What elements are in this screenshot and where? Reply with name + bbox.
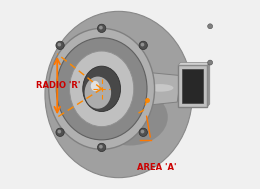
Ellipse shape — [147, 84, 173, 92]
Circle shape — [232, 60, 237, 65]
Ellipse shape — [83, 66, 121, 112]
Circle shape — [98, 143, 106, 152]
Ellipse shape — [92, 89, 168, 146]
Ellipse shape — [91, 81, 99, 91]
Circle shape — [208, 24, 213, 29]
Ellipse shape — [45, 11, 192, 178]
Circle shape — [141, 43, 144, 46]
Circle shape — [56, 41, 64, 50]
Ellipse shape — [85, 77, 111, 109]
Ellipse shape — [78, 70, 106, 93]
Text: AREA 'A': AREA 'A' — [137, 163, 176, 172]
Circle shape — [57, 130, 61, 133]
Circle shape — [99, 145, 103, 149]
Circle shape — [232, 24, 237, 29]
Bar — [182, 69, 203, 103]
Circle shape — [98, 24, 106, 33]
Circle shape — [208, 60, 213, 65]
Ellipse shape — [49, 28, 154, 149]
Ellipse shape — [65, 38, 150, 113]
Circle shape — [56, 128, 64, 136]
Polygon shape — [138, 72, 181, 106]
Circle shape — [57, 43, 61, 46]
Circle shape — [139, 128, 147, 136]
Circle shape — [99, 26, 103, 29]
Circle shape — [139, 41, 147, 50]
Ellipse shape — [56, 38, 147, 140]
Text: RADIO 'R': RADIO 'R' — [36, 81, 80, 91]
Polygon shape — [178, 62, 210, 65]
Polygon shape — [207, 62, 210, 107]
Bar — [178, 65, 207, 107]
Circle shape — [141, 130, 144, 133]
Ellipse shape — [69, 51, 134, 127]
